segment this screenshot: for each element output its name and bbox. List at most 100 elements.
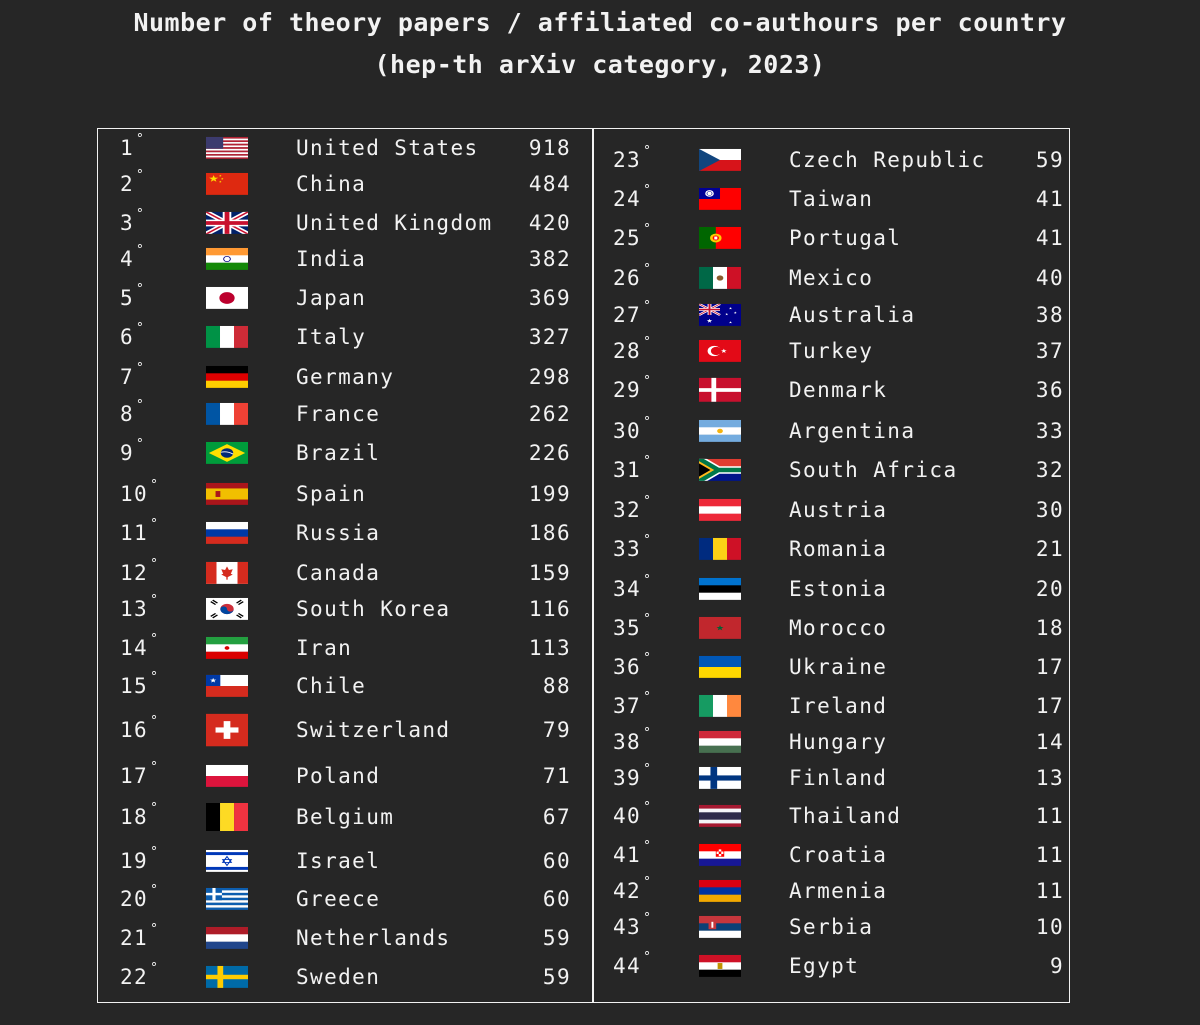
- rank-label: 4 °: [120, 243, 146, 271]
- rank-label: 25 °: [613, 222, 653, 250]
- se-flag: [206, 965, 249, 989]
- table-row: 16 ° Switzerland 79: [120, 710, 575, 750]
- table-row: 18 ° Belgium 67: [120, 797, 575, 837]
- rank-label: 10 °: [120, 478, 160, 506]
- tw-flag: [699, 187, 742, 211]
- paper-count: 30: [1035, 498, 1064, 522]
- table-row: 12 ° Canada 159: [120, 553, 575, 593]
- paper-count: 484: [528, 172, 571, 196]
- rank-number: 30: [613, 419, 642, 443]
- paper-count: 71: [542, 764, 571, 788]
- country-name: United States: [296, 136, 479, 160]
- rank-label: 21 °: [120, 922, 160, 950]
- rank-label: 1 °: [120, 132, 146, 160]
- rank-number: 13: [120, 597, 149, 621]
- paper-count: 36: [1035, 378, 1064, 402]
- rank-number: 37: [613, 694, 642, 718]
- rank-label: 32 °: [613, 494, 653, 522]
- country-name: Portugal: [789, 226, 902, 250]
- table-row: 28 ° Turkey 37: [613, 331, 1068, 371]
- rank-label: 30 °: [613, 415, 653, 443]
- rank-label: 9 °: [120, 437, 146, 465]
- rank-label: 15 °: [120, 670, 160, 698]
- rank-number: 8: [120, 402, 135, 426]
- rank-number: 35: [613, 616, 642, 640]
- table-row: 44 ° Egypt 9: [613, 946, 1068, 986]
- country-name: Greece: [296, 887, 381, 911]
- table-row: 14 ° Iran 113: [120, 628, 575, 668]
- column-divider: [592, 128, 594, 1003]
- table-row: 29 ° Denmark 36: [613, 370, 1068, 410]
- country-name: Iran: [296, 636, 353, 660]
- paper-count: 116: [528, 597, 571, 621]
- table-row: 42 ° Armenia 11: [613, 871, 1068, 911]
- paper-count: 382: [528, 247, 571, 271]
- paper-count: 226: [528, 441, 571, 465]
- paper-count: 33: [1035, 419, 1064, 443]
- us-flag: [206, 136, 249, 160]
- rank-label: 38 °: [613, 726, 653, 754]
- rank-number: 25: [613, 226, 642, 250]
- table-row: 5 ° Japan 369: [120, 278, 575, 318]
- hr-flag: [699, 843, 742, 867]
- rank-label: 22 °: [120, 961, 160, 989]
- rank-number: 14: [120, 636, 149, 660]
- rank-number: 40: [613, 804, 642, 828]
- paper-count: 38: [1035, 303, 1064, 327]
- table-row: 3 ° United Kingdom 420: [120, 203, 575, 243]
- country-name: Serbia: [789, 915, 874, 939]
- rank-number: 20: [120, 887, 149, 911]
- table-row: 33 ° Romania 21: [613, 529, 1068, 569]
- rank-number: 33: [613, 537, 642, 561]
- country-name: Turkey: [789, 339, 874, 363]
- paper-count: 41: [1035, 226, 1064, 250]
- rank-number: 3: [120, 211, 135, 235]
- paper-count: 17: [1035, 655, 1064, 679]
- table-row: 22 ° Sweden 59: [120, 957, 575, 997]
- table-row: 27 ° Australia 38: [613, 295, 1068, 335]
- rank-number: 31: [613, 458, 642, 482]
- paper-count: 60: [542, 849, 571, 873]
- ch-flag: [206, 713, 249, 747]
- table-row: 19 ° Israel 60: [120, 841, 575, 881]
- paper-count: 918: [528, 136, 571, 160]
- cn-flag: [206, 172, 249, 196]
- at-flag: [699, 498, 742, 522]
- rank-label: 41 °: [613, 839, 653, 867]
- rank-number: 38: [613, 730, 642, 754]
- paper-count: 88: [542, 674, 571, 698]
- cl-flag: [206, 674, 249, 698]
- table-row: 41 ° Croatia 11: [613, 835, 1068, 875]
- kr-flag: [206, 597, 249, 621]
- paper-count: 113: [528, 636, 571, 660]
- za-flag: [699, 458, 742, 482]
- rank-label: 33 °: [613, 533, 653, 561]
- paper-count: 21: [1035, 537, 1064, 561]
- country-name: Italy: [296, 325, 367, 349]
- country-name: Austria: [789, 498, 888, 522]
- country-name: Spain: [296, 482, 367, 506]
- country-name: Russia: [296, 521, 381, 545]
- fi-flag: [699, 766, 742, 790]
- country-name: Armenia: [789, 879, 888, 903]
- country-name: Finland: [789, 766, 888, 790]
- paper-count: 41: [1035, 187, 1064, 211]
- rank-label: 24 °: [613, 183, 653, 211]
- paper-count: 37: [1035, 339, 1064, 363]
- rank-number: 26: [613, 266, 642, 290]
- rank-label: 17 °: [120, 760, 160, 788]
- table-row: 34 ° Estonia 20: [613, 569, 1068, 609]
- country-name: Israel: [296, 849, 381, 873]
- paper-count: 159: [528, 561, 571, 585]
- country-name: Ireland: [789, 694, 888, 718]
- table-row: 24 ° Taiwan 41: [613, 179, 1068, 219]
- rank-number: 28: [613, 339, 642, 363]
- rank-number: 11: [120, 521, 149, 545]
- table-row: 37 ° Ireland 17: [613, 686, 1068, 726]
- country-name: Poland: [296, 764, 381, 788]
- country-name: Argentina: [789, 419, 916, 443]
- rank-number: 36: [613, 655, 642, 679]
- country-name: Belgium: [296, 805, 395, 829]
- rank-number: 44: [613, 954, 642, 978]
- rank-label: 35 °: [613, 612, 653, 640]
